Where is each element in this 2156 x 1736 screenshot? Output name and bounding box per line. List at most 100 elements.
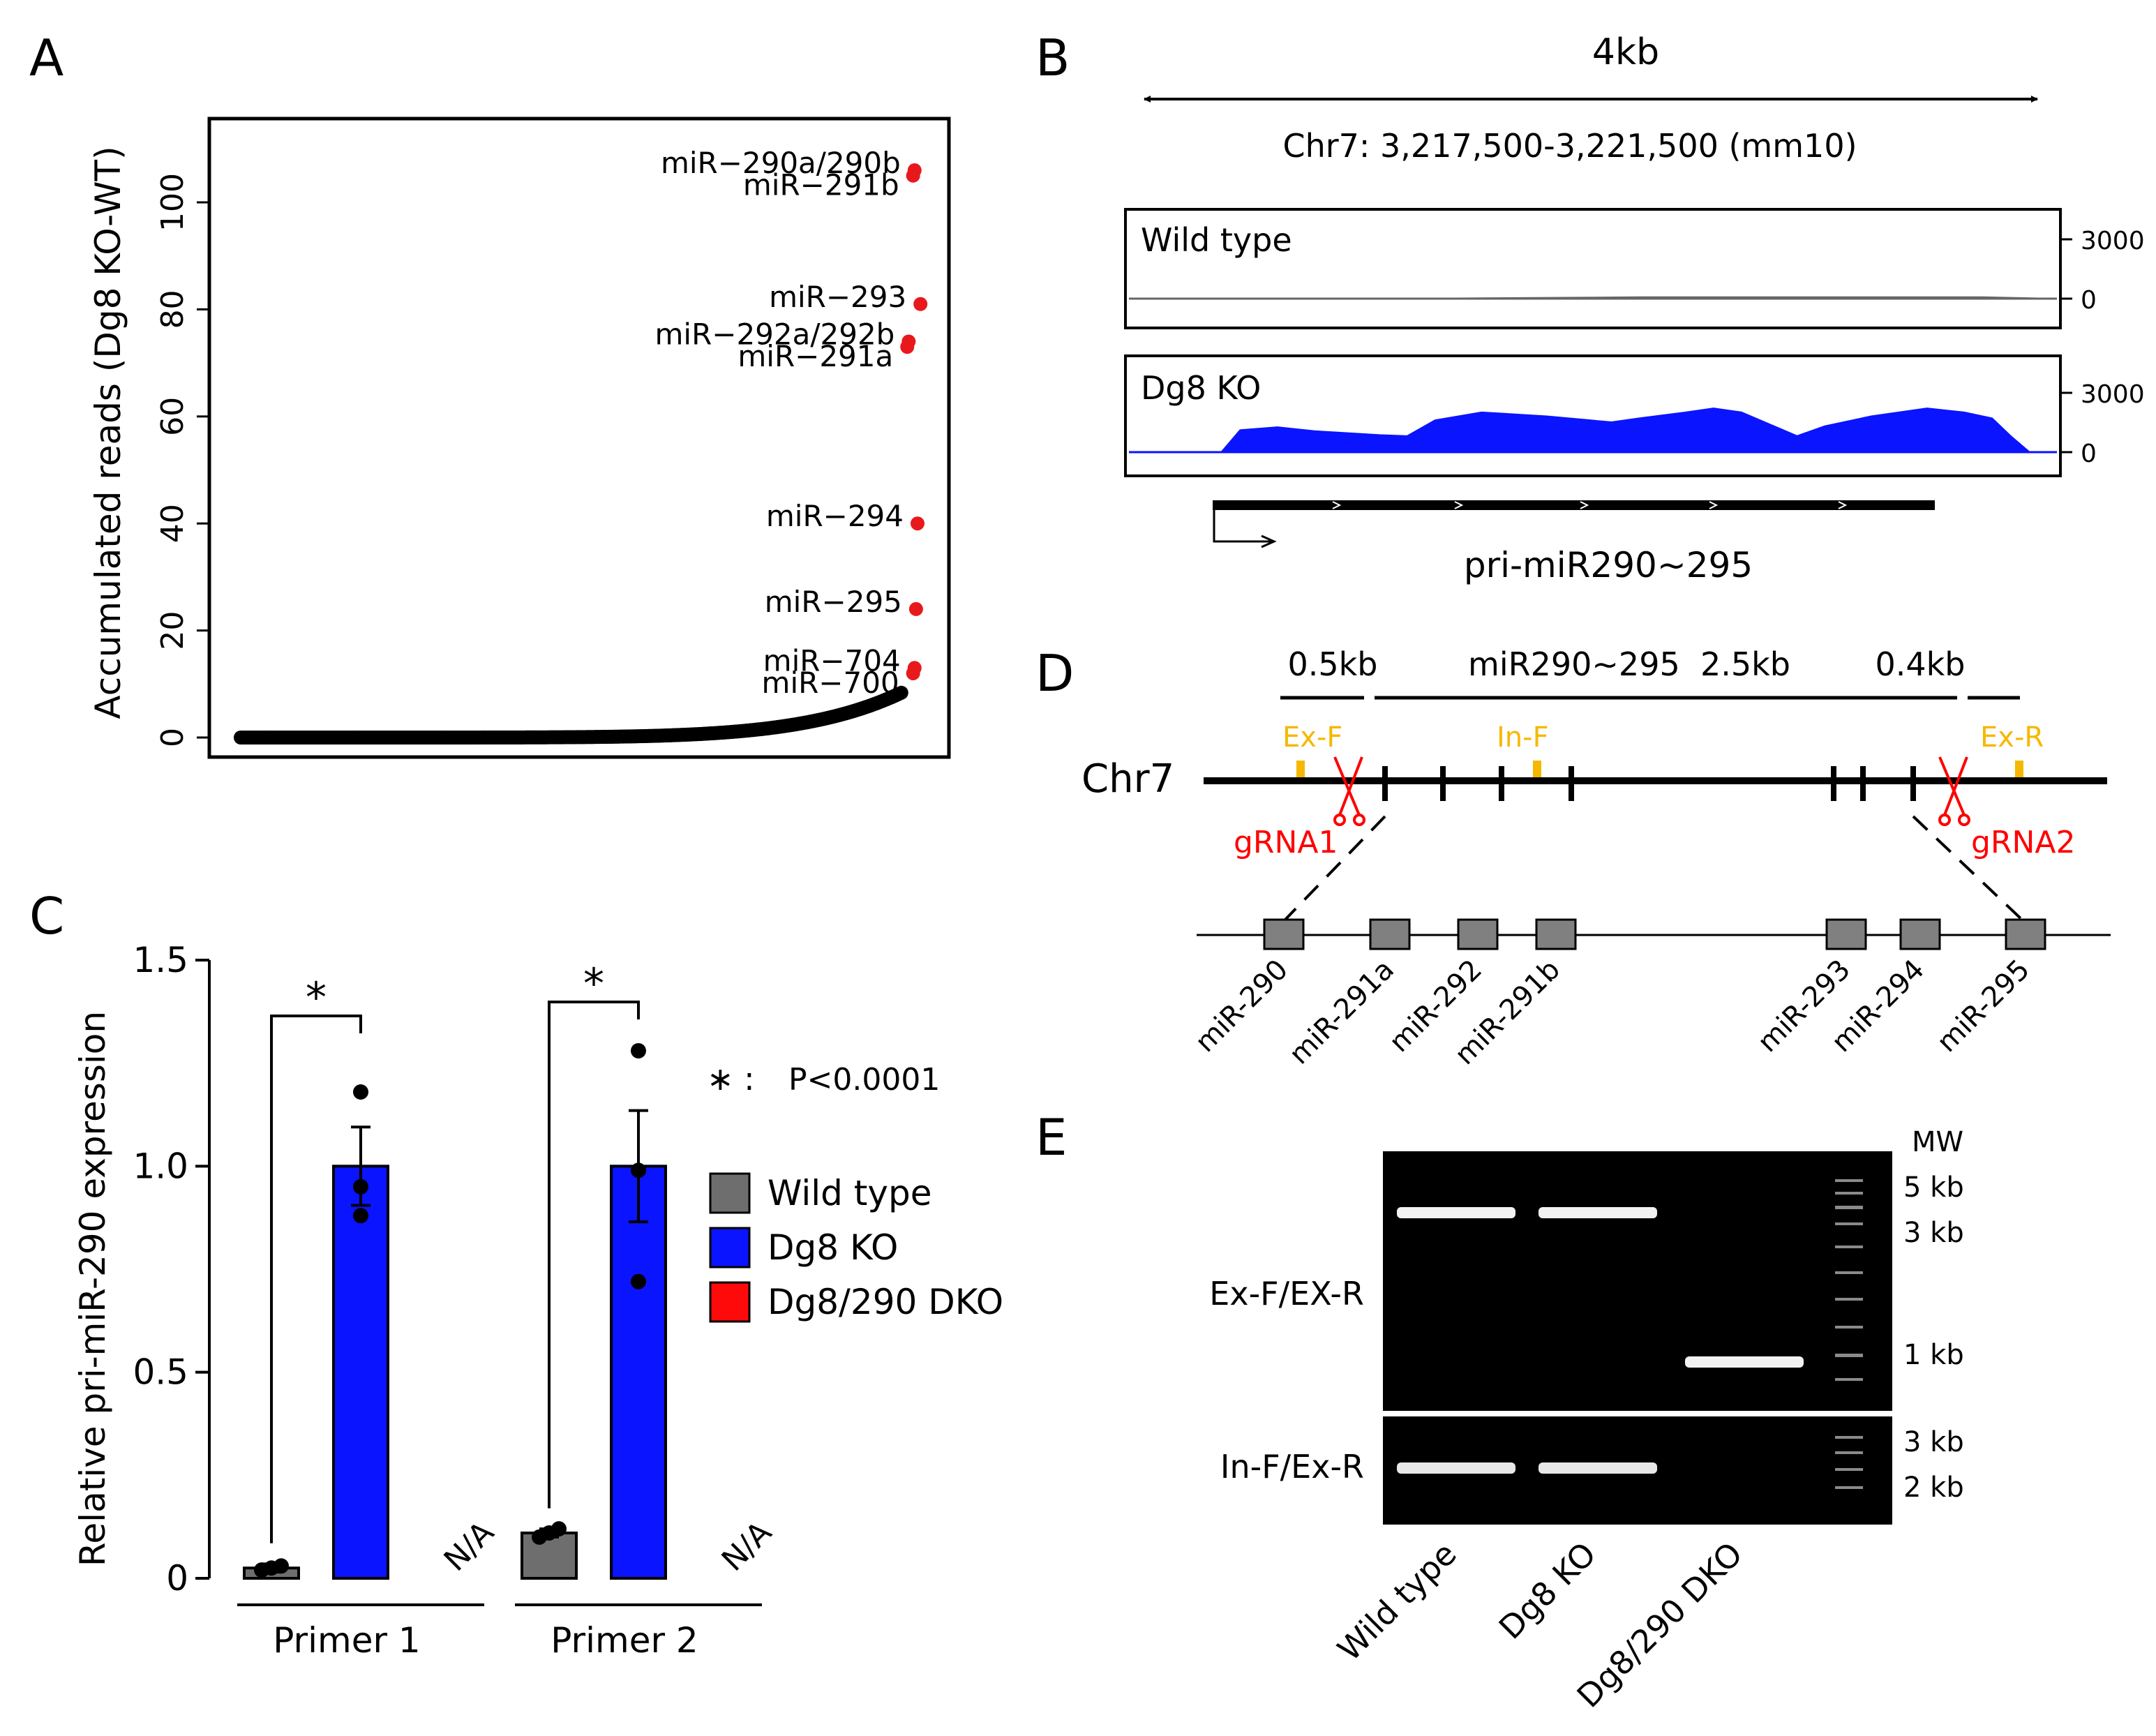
- panel-d-letter: D: [1035, 644, 1074, 703]
- panel-b: B 4kb Chr7: 3,217,500-3,221,500 (mm10) W…: [1035, 29, 2145, 585]
- data-point: [631, 1162, 646, 1178]
- a-point-label: miR−295: [765, 585, 902, 619]
- marker-top-0: 5 kb: [1903, 1172, 1964, 1204]
- data-point: [353, 1084, 368, 1100]
- panel-c-groups: Primer 1 Primer 2: [237, 1603, 762, 1661]
- grna2-label: gRNA2: [1971, 825, 2076, 860]
- mirna-box: [1457, 918, 1499, 950]
- band-bottom-dg8: [1539, 1462, 1657, 1474]
- panel-b-scale-label: 4kb: [1592, 31, 1659, 73]
- panel-c-letter: C: [29, 887, 64, 945]
- panel-c-bars: N/A N/A: [243, 1042, 779, 1580]
- mirna-box: [1263, 918, 1305, 950]
- band-top-dko: [1685, 1356, 1804, 1368]
- c-y-tick-label: 0.5: [133, 1352, 188, 1393]
- a-highlight-point: [913, 297, 928, 311]
- primer-in-f: In-F: [1497, 721, 1549, 754]
- band-bottom-wt: [1397, 1462, 1515, 1474]
- a-point-label: miR−292a/292b: [655, 317, 895, 351]
- data-point: [631, 1273, 646, 1289]
- tss-arrow: [1213, 510, 1271, 543]
- group-label: Primer 2: [551, 1620, 698, 1661]
- panel-c-y-label: Relative pri-miR-290 expression: [73, 1011, 113, 1566]
- tss-arrow-head: [1261, 534, 1277, 548]
- a-y-tick-label: 0: [155, 728, 190, 747]
- significance-note-prefix: ∗ :: [707, 1060, 755, 1098]
- a-y-tick-label: 60: [155, 397, 190, 436]
- track-wild-type-label: Wild type: [1141, 221, 1292, 259]
- legend: Wild type Dg8 KO Dg8/290 DKO: [709, 1172, 1003, 1323]
- gel-top: [1383, 1151, 1892, 1411]
- a-highlight-point: [908, 601, 923, 616]
- row-label-bottom: In-F/Ex-R: [1220, 1448, 1364, 1486]
- significance-star: *: [306, 973, 327, 1022]
- panel-c-y-axis: 0 0.5 1.0 1.5: [133, 940, 211, 1599]
- panel-d: D 0.5kb miR290~295 2.5kb 0.4kb Ex-F In-F…: [1035, 644, 2111, 1071]
- legend-swatch-dg8-290-dko: [709, 1281, 751, 1323]
- panel-c-significance: * *: [270, 959, 640, 1543]
- legend-label-wild-type: Wild type: [768, 1173, 931, 1213]
- zoom-line-left: [1282, 815, 1386, 922]
- panel-b-letter: B: [1035, 29, 1070, 87]
- a-point-label: miR−290a/290b: [661, 146, 901, 180]
- a-point: [894, 685, 908, 700]
- a-y-tick-label: 80: [155, 290, 190, 329]
- data-point: [264, 1560, 279, 1576]
- a-y-tick-label: 40: [155, 504, 190, 543]
- marker-top-2: 1 kb: [1903, 1339, 1964, 1371]
- a-highlight-point: [906, 666, 920, 680]
- panel-b-region: Chr7: 3,217,500-3,221,500 (mm10): [1282, 127, 1857, 165]
- significance-bracket: [270, 1014, 362, 1543]
- lane-label-wild-type: Wild type: [1330, 1535, 1463, 1668]
- primer-in-f-mark: [1533, 761, 1541, 777]
- panel-a-letter: A: [29, 29, 63, 87]
- track-dg8-ko-max: 3000: [2081, 380, 2145, 409]
- lane-label-dg8-ko: Dg8 KO: [1492, 1535, 1603, 1647]
- panel-e-letter: E: [1035, 1108, 1068, 1167]
- mirna-label: miR-295: [1931, 954, 2036, 1059]
- panel-e: E MW 5 kb 3 kb 1 kb 3 kb 2 kb Ex-F/EX-R …: [1035, 1108, 1964, 1715]
- mirna-box: [1899, 918, 1941, 950]
- marker-bottom-1: 2 kb: [1903, 1472, 1964, 1504]
- panel-a-points: [234, 163, 928, 744]
- na-label: N/A: [715, 1515, 779, 1578]
- ladder-top: [1835, 1179, 1863, 1381]
- mirna-box: [1369, 918, 1411, 950]
- c-y-tick-label: 1.0: [133, 1146, 188, 1186]
- primer-ex-f-mark: [1296, 761, 1305, 777]
- legend-swatch-dg8-ko: [709, 1227, 751, 1269]
- mirna-box: [1825, 918, 1867, 950]
- mirna-ticks: [1382, 766, 1916, 801]
- data-point: [353, 1178, 368, 1195]
- bar: [610, 1165, 667, 1580]
- c-y-tick-label: 0: [166, 1558, 188, 1599]
- data-point: [631, 1042, 646, 1058]
- significance-bracket: [548, 1000, 640, 1509]
- data-point: [353, 1208, 368, 1224]
- track-dg8-ko-frame: [1124, 354, 2062, 477]
- panel-a-y-axis: 0 20 40 60 80 100: [155, 173, 211, 747]
- band-top-wt: [1397, 1207, 1515, 1218]
- size-label-2: 0.4kb: [1876, 645, 1966, 683]
- significance-note: P<0.0001: [788, 1062, 940, 1098]
- a-highlight-point: [900, 340, 915, 354]
- ladder-bottom: [1835, 1436, 1863, 1489]
- primer-ex-r: Ex-R: [1980, 721, 2044, 754]
- marker-top-1: 3 kb: [1903, 1217, 1964, 1249]
- legend-label-dg8-ko: Dg8 KO: [768, 1227, 898, 1268]
- track-wild-type-min: 0: [2081, 286, 2097, 315]
- c-y-tick-label: 1.5: [133, 940, 188, 980]
- significance-star: *: [583, 959, 604, 1008]
- marker-bottom-0: 3 kb: [1903, 1426, 1964, 1458]
- mirna-box: [1535, 918, 1577, 950]
- na-label: N/A: [437, 1515, 501, 1578]
- a-y-tick-label: 100: [155, 173, 190, 232]
- a-point-label: miR−293: [769, 280, 906, 314]
- data-point: [541, 1525, 557, 1541]
- a-point-label: miR−291b: [743, 168, 899, 202]
- a-point-label: miR−291a: [738, 339, 893, 373]
- a-point-label: miR−700: [762, 666, 899, 700]
